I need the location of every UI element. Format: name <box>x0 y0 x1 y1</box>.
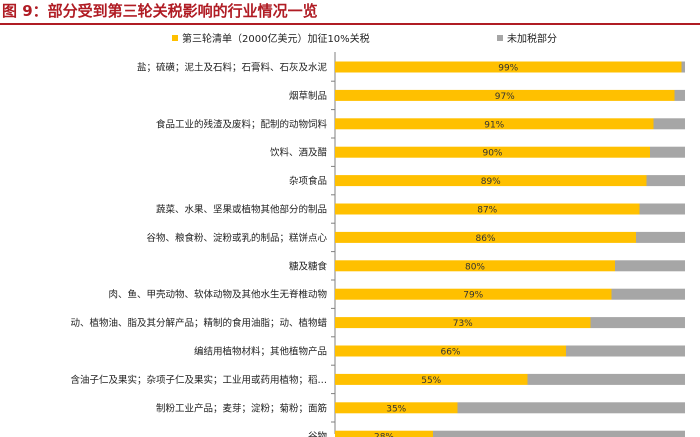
bar-tariff <box>335 430 433 437</box>
bar-untaxed <box>566 345 685 357</box>
category-label: 盐；硫磺；泥土及石料；石膏料、石灰及水泥 <box>137 62 328 74</box>
legend-swatch-tariff <box>172 34 178 41</box>
bar-untaxed <box>639 203 685 215</box>
bar-untaxed <box>646 175 685 187</box>
bar-tariff <box>335 345 566 357</box>
category-label: 食品工业的残渣及废料；配制的动物饲料 <box>156 118 328 130</box>
data-label: 79% <box>463 291 483 301</box>
data-label: 66% <box>440 348 460 358</box>
bar-tariff <box>335 203 640 215</box>
bar-tariff <box>335 317 591 329</box>
bar-untaxed <box>681 61 685 73</box>
data-label: 87% <box>477 206 497 216</box>
bar-untaxed <box>615 260 685 272</box>
bar-tariff <box>335 175 647 187</box>
bar-tariff <box>335 288 612 300</box>
legend-item-tariff: 第三轮清单（2000亿美元）加征10%关税 <box>172 30 370 45</box>
category-label: 饮料、酒及醋 <box>270 147 328 159</box>
legend-swatch-untaxed <box>497 34 503 41</box>
category-label: 动、植物油、脂及其分解产品；精制的食用油脂；动、植物蜡 <box>70 317 327 329</box>
chart-legend: 第三轮清单（2000亿美元）加征10%关税 未加税部分 <box>0 30 700 48</box>
bar-tariff <box>335 61 682 73</box>
legend-item-untaxed: 未加税部分 <box>497 30 557 45</box>
category-label: 杂项食品 <box>289 175 327 187</box>
data-label: 90% <box>482 149 502 159</box>
category-label: 糖及糖食 <box>289 260 328 272</box>
bar-untaxed <box>674 89 685 101</box>
title-divider <box>0 23 700 25</box>
category-label: 编结用植物材料；其他植物产品 <box>194 346 327 358</box>
bar-untaxed <box>653 118 685 130</box>
bar-tariff <box>335 402 458 414</box>
bar-tariff <box>335 231 636 243</box>
category-label: 谷物 <box>308 431 328 437</box>
category-label: 肉、鱼、甲壳动物、软体动物及其他水生无脊椎动物 <box>108 289 327 301</box>
legend-label-untaxed: 未加税部分 <box>507 34 557 45</box>
bar-untaxed <box>433 430 685 437</box>
data-label: 99% <box>498 64 518 74</box>
data-label: 73% <box>453 319 473 329</box>
bar-tariff <box>335 118 654 130</box>
bar-tariff <box>335 373 528 385</box>
category-label: 含油子仁及果实；杂项子仁及果实；工业用或药用植物；稻… <box>70 374 327 386</box>
category-label: 制粉工业产品；麦芽；淀粉；菊粉；面筋 <box>156 402 327 414</box>
category-label: 谷物、粮食粉、淀粉或乳的制品；糕饼点心 <box>146 232 327 244</box>
bar-tariff <box>335 260 615 272</box>
data-label: 89% <box>481 177 501 187</box>
category-label: 蔬菜、水果、坚果或植物其他部分的制品 <box>156 204 327 216</box>
category-label: 烟草制品 <box>289 90 327 102</box>
bar-untaxed <box>590 317 685 329</box>
data-label: 28% <box>374 433 394 437</box>
data-label: 55% <box>421 376 441 386</box>
legend-label-tariff: 第三轮清单（2000亿美元）加征10%关税 <box>182 34 370 45</box>
data-label: 80% <box>465 262 485 272</box>
bar-tariff <box>335 89 675 101</box>
bar-untaxed <box>527 373 685 385</box>
bar-untaxed <box>611 288 685 300</box>
bar-untaxed <box>636 231 685 243</box>
bar-tariff <box>335 146 650 158</box>
chart-title: 图 9：部分受到第三轮关税影响的行业情况一览 <box>2 2 318 20</box>
bar-untaxed <box>650 146 685 158</box>
data-label: 86% <box>475 234 495 244</box>
data-label: 91% <box>484 120 504 130</box>
data-label: 35% <box>386 404 406 414</box>
data-label: 97% <box>495 92 515 102</box>
bar-untaxed <box>457 402 685 414</box>
